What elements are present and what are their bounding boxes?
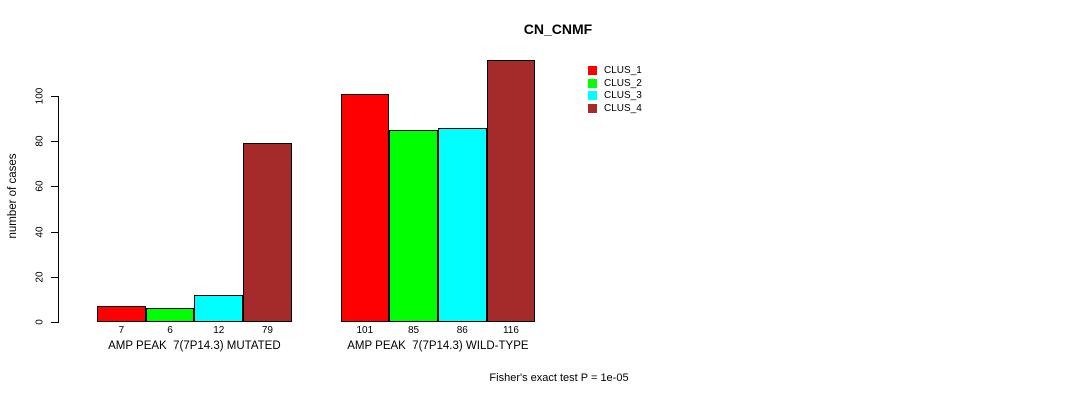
y-tick-label: 0 — [34, 319, 46, 325]
bar-value-label: 7 — [118, 325, 125, 336]
y-tick — [51, 141, 58, 143]
y-tick — [51, 186, 58, 188]
legend-label: CLUS_3 — [604, 90, 642, 102]
bar — [340, 93, 390, 322]
chart-title: CN_CNMF — [523, 21, 593, 37]
bar-value-label: 12 — [213, 325, 225, 336]
bar-value-label: 79 — [261, 325, 273, 336]
bar — [243, 143, 292, 322]
bar — [437, 127, 487, 322]
bar-value-label: 86 — [456, 325, 468, 336]
y-tick — [51, 231, 58, 233]
y-tick-label: 20 — [34, 271, 46, 283]
legend-swatch — [588, 78, 597, 88]
group-label: AMP PEAK 7(7P14.3) WILD-TYPE — [347, 340, 529, 352]
bar-value-label: 116 — [502, 325, 519, 336]
y-tick — [51, 96, 58, 97]
bar — [486, 59, 536, 322]
bar-value-label: 85 — [407, 325, 420, 336]
bar — [194, 294, 244, 322]
bar — [145, 308, 195, 322]
legend-label: CLUS_2 — [604, 77, 642, 89]
y-tick-label: 40 — [34, 226, 46, 238]
y-tick — [51, 322, 58, 323]
legend-swatch — [588, 104, 597, 114]
stat-note: Fisher's exact test P = 1e-05 — [489, 372, 629, 384]
y-tick-label: 60 — [34, 180, 46, 192]
legend-label: CLUS_1 — [604, 65, 642, 76]
y-tick-label: 80 — [34, 135, 46, 147]
legend-swatch — [588, 66, 597, 75]
y-axis-line — [58, 96, 59, 323]
y-tick — [51, 276, 58, 278]
bar — [389, 129, 438, 322]
bar — [97, 306, 146, 322]
bar-value-label: 101 — [356, 325, 374, 336]
bar-value-label: 6 — [167, 325, 173, 336]
legend-label: CLUS_4 — [604, 103, 642, 115]
legend-swatch — [588, 91, 597, 101]
y-tick-label: 100 — [34, 87, 46, 105]
group-label: AMP PEAK 7(7P14.3) MUTATED — [108, 340, 281, 352]
